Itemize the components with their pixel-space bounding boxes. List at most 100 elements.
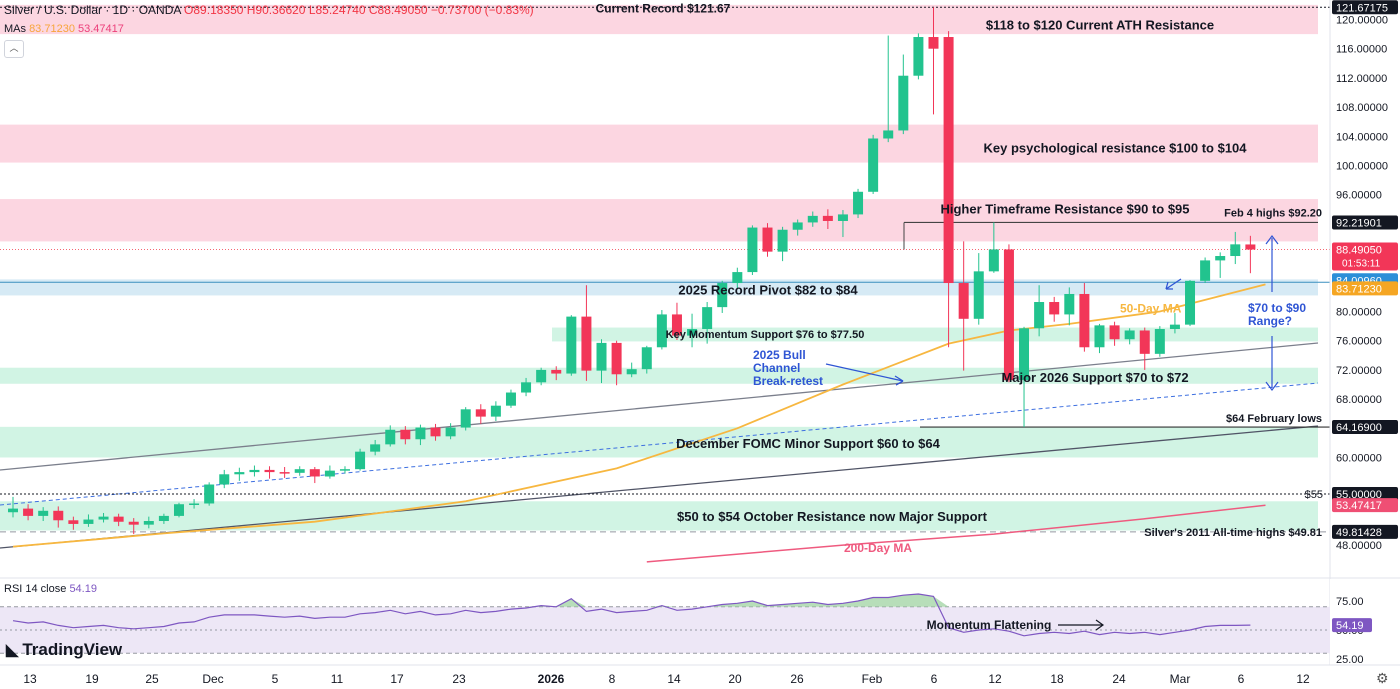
candle-body[interactable] <box>23 508 34 516</box>
candle-body[interactable] <box>490 405 501 417</box>
candle-body[interactable] <box>430 427 441 437</box>
candle-body[interactable] <box>1185 280 1196 325</box>
candle-body[interactable] <box>1169 324 1180 330</box>
candle-body[interactable] <box>717 283 728 308</box>
candle-body[interactable] <box>68 520 79 524</box>
candle-body[interactable] <box>400 429 411 440</box>
ma50-legend-value: 83.71230 <box>29 23 75 35</box>
candle-body[interactable] <box>83 519 94 524</box>
symbol-title[interactable]: Silver / U.S. Dollar · 1D · OANDA <box>4 3 181 17</box>
candle-body[interactable] <box>339 469 350 471</box>
candle-body[interactable] <box>1049 302 1060 315</box>
candle-body[interactable] <box>475 409 486 417</box>
candle-body[interactable] <box>1064 293 1075 315</box>
candle-body[interactable] <box>822 215 833 221</box>
candle-body[interactable] <box>158 515 169 522</box>
candle-body[interactable] <box>943 37 954 284</box>
candle-body[interactable] <box>566 316 577 374</box>
candle-body[interactable] <box>702 307 713 330</box>
candle-body[interactable] <box>1079 293 1090 348</box>
candle-body[interactable] <box>551 369 562 374</box>
candle-body[interactable] <box>98 516 109 520</box>
candle-body[interactable] <box>807 215 818 223</box>
candle-body[interactable] <box>958 283 969 319</box>
candle-body[interactable] <box>626 369 637 375</box>
candle-body[interactable] <box>279 472 290 474</box>
time-axis-tick: 6 <box>931 672 938 686</box>
candle-body[interactable] <box>1230 244 1241 257</box>
candle-body[interactable] <box>656 314 667 348</box>
candle-body[interactable] <box>671 314 682 336</box>
candle-body[interactable] <box>324 470 335 477</box>
candle-body[interactable] <box>294 469 305 473</box>
ma-legend[interactable]: MAs 83.71230 53.47417 <box>4 23 124 35</box>
settings-gear-icon[interactable]: ⚙ <box>1376 670 1389 686</box>
candle-body[interactable] <box>189 503 200 505</box>
candle-body[interactable] <box>1215 256 1226 261</box>
candle-body[interactable] <box>204 484 215 504</box>
candle-body[interactable] <box>1034 302 1045 329</box>
candle-body[interactable] <box>143 521 154 525</box>
candle-body[interactable] <box>988 249 999 272</box>
candle-body[interactable] <box>1139 330 1150 354</box>
candle-body[interactable] <box>445 427 456 437</box>
tradingview-logo[interactable]: ◣ TradingView <box>6 640 122 660</box>
candle-body[interactable] <box>1019 328 1030 381</box>
candle-body[interactable] <box>913 37 924 76</box>
candle-body[interactable] <box>868 138 879 192</box>
candle-body[interactable] <box>611 342 622 375</box>
candle-body[interactable] <box>837 214 848 221</box>
price-tag-bg <box>1332 498 1398 513</box>
candle-body[interactable] <box>521 382 532 393</box>
rsi-legend[interactable]: RSI 14 close 54.19 <box>4 583 97 595</box>
candle-body[interactable] <box>792 222 803 230</box>
candle-body[interactable] <box>385 429 396 445</box>
candle-body[interactable] <box>370 444 381 452</box>
candle-body[interactable] <box>415 427 426 440</box>
range-arrow-down-head <box>1265 381 1279 391</box>
candle-body[interactable] <box>1154 329 1165 354</box>
candle-body[interactable] <box>1003 249 1014 381</box>
candle-body[interactable] <box>1109 325 1120 340</box>
zone-label: Higher Timeframe Resistance $90 to $95 <box>940 201 1189 216</box>
time-axis-tick: 12 <box>988 672 1002 686</box>
candle-body[interactable] <box>1245 244 1256 250</box>
candle-body[interactable] <box>38 510 49 516</box>
candle-body[interactable] <box>249 469 260 473</box>
candle-body[interactable] <box>596 342 607 371</box>
candle-body[interactable] <box>687 329 698 336</box>
candle-body[interactable] <box>973 271 984 319</box>
candle-body[interactable] <box>128 521 139 525</box>
candle-body[interactable] <box>173 504 184 516</box>
candle-body[interactable] <box>747 227 758 273</box>
candle-body[interactable] <box>219 474 230 485</box>
candle-body[interactable] <box>762 227 773 252</box>
candle-body[interactable] <box>234 472 245 475</box>
candle-body[interactable] <box>581 316 592 371</box>
candle-body[interactable] <box>928 37 939 49</box>
candle-body[interactable] <box>853 191 864 215</box>
symbol-header[interactable]: Silver / U.S. Dollar · 1D · OANDA O89.18… <box>4 3 534 17</box>
candle-body[interactable] <box>309 469 320 477</box>
candle-body[interactable] <box>505 392 516 406</box>
candle-body[interactable] <box>641 347 652 370</box>
range-note-line: Range? <box>1248 314 1292 328</box>
candle-body[interactable] <box>460 409 471 428</box>
candle-body[interactable] <box>898 75 909 131</box>
candle-body[interactable] <box>8 508 18 513</box>
collapse-legend-button[interactable]: ︿ <box>4 40 24 58</box>
candle-body[interactable] <box>1094 325 1105 348</box>
candle-body[interactable] <box>1124 330 1135 340</box>
candle-body[interactable] <box>777 229 788 252</box>
price-tag: 64.16900 <box>1336 422 1382 434</box>
candle-body[interactable] <box>883 130 894 139</box>
candle-body[interactable] <box>536 369 547 383</box>
candle-body[interactable] <box>113 516 124 522</box>
candle-body[interactable] <box>264 469 275 473</box>
candle-body[interactable] <box>732 272 743 284</box>
range-arrow-up-head <box>1265 235 1279 245</box>
candle-body[interactable] <box>53 510 64 521</box>
candle-body[interactable] <box>1200 260 1211 281</box>
candle-body[interactable] <box>355 451 366 470</box>
